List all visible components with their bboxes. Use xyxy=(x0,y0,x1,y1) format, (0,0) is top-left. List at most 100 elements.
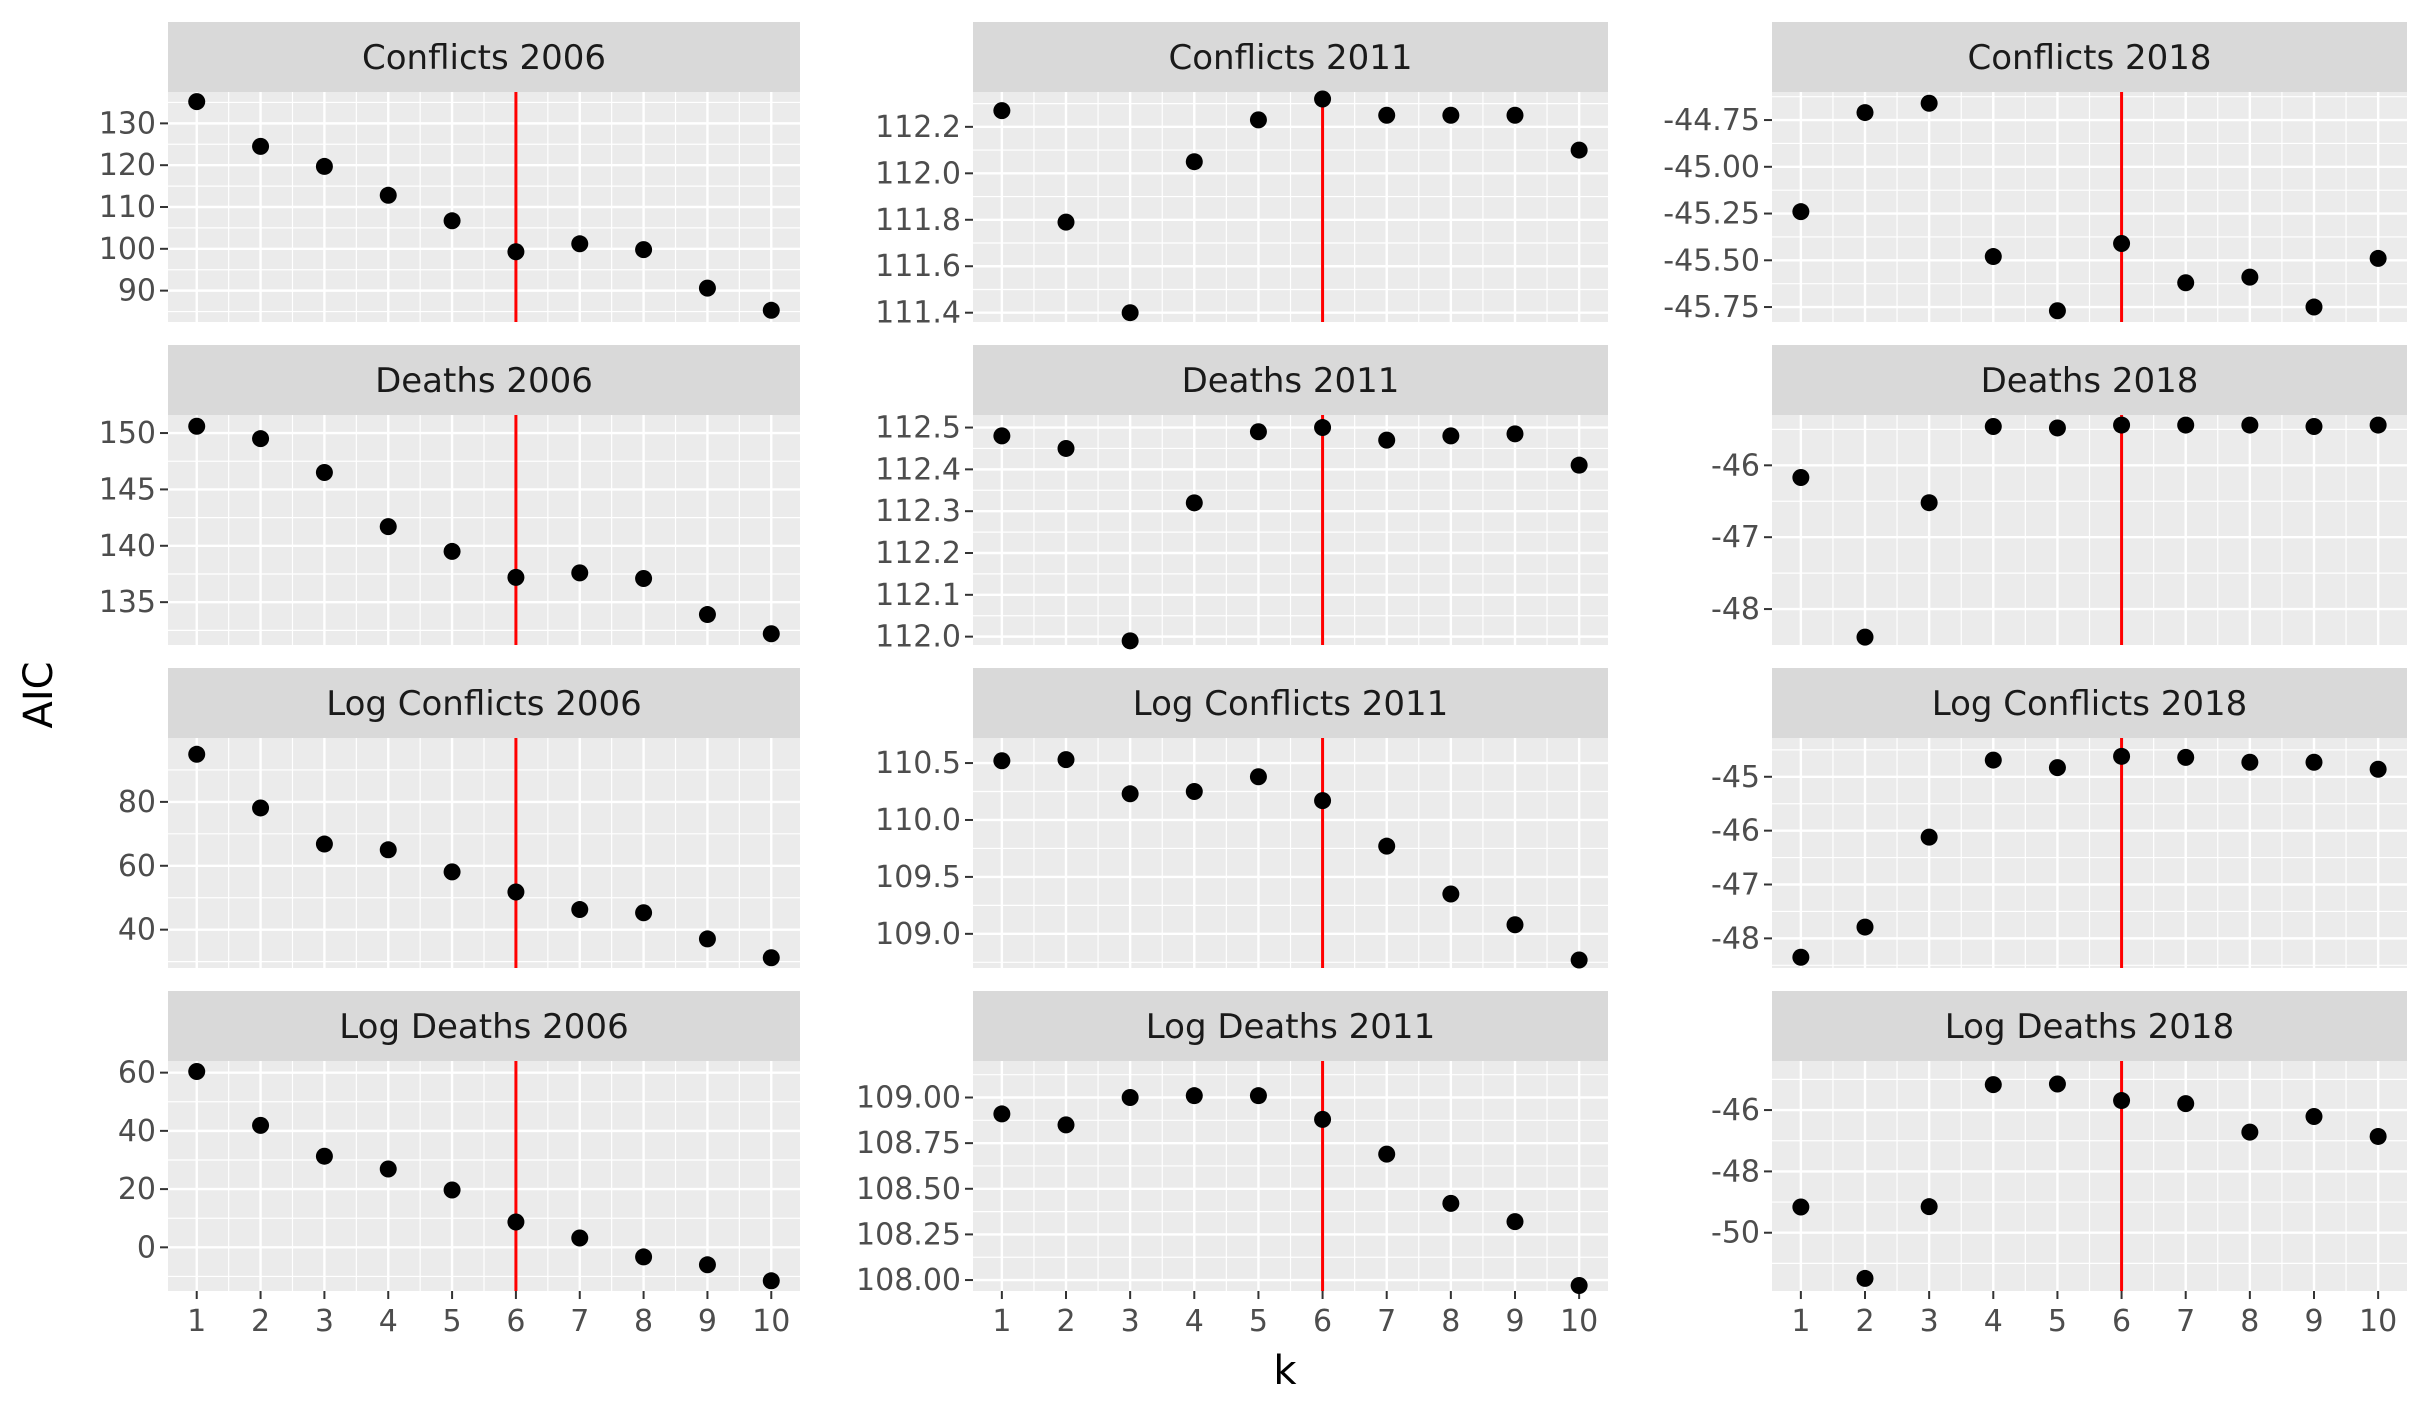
y-tick-label: 112.1 xyxy=(875,578,961,613)
data-point xyxy=(635,904,653,922)
facet-title: Deaths 2018 xyxy=(1981,361,2199,401)
facet-strip xyxy=(168,22,800,92)
data-point xyxy=(2241,1123,2259,1141)
data-point xyxy=(762,301,780,319)
facet-panel: Log Deaths 2006 0 20 40 60 1 2 3 4 5 6 7 8 9 10 xyxy=(118,991,800,1339)
data-point xyxy=(1185,153,1203,171)
facet-title: Log Deaths 2018 xyxy=(1945,1007,2234,1047)
data-point xyxy=(1378,1145,1396,1163)
facet-strip xyxy=(973,345,1608,415)
data-point xyxy=(1121,304,1139,322)
data-point xyxy=(443,212,461,230)
facet-panel: Conflicts 2006 90 100 110 120 130 xyxy=(99,22,800,322)
data-point xyxy=(1249,111,1267,129)
data-point xyxy=(1185,783,1203,801)
data-point xyxy=(1984,248,2002,266)
x-tick-label: 7 xyxy=(1377,1304,1396,1339)
facet-strip xyxy=(973,991,1608,1061)
data-point xyxy=(2305,753,2323,771)
y-tick-label: 110.5 xyxy=(875,746,961,781)
data-point xyxy=(315,464,333,481)
data-point xyxy=(1057,439,1075,457)
facet-strip xyxy=(1772,22,2407,92)
data-point xyxy=(1856,1269,1874,1287)
data-point xyxy=(1856,628,1874,646)
facet-strip xyxy=(1772,668,2407,738)
facet-panel: Log Conflicts 2011 109.0 109.5 110.0 110.5 xyxy=(875,668,1608,969)
y-tick-label: 60 xyxy=(118,849,156,884)
facet-title: Deaths 2006 xyxy=(375,361,593,401)
data-point xyxy=(379,1160,397,1178)
data-point xyxy=(1442,106,1460,124)
facet-panel: Conflicts 2018 -45.75 -45.50 -45.25 -45.00 -4… xyxy=(1663,22,2407,325)
data-point xyxy=(1121,785,1139,803)
data-point xyxy=(379,841,397,859)
data-point xyxy=(1378,106,1396,124)
data-point xyxy=(1856,104,1874,122)
y-tick-label: -46 xyxy=(1711,1093,1760,1128)
data-point xyxy=(315,835,333,853)
y-tick-label: 0 xyxy=(137,1230,156,1265)
x-tick-label: 6 xyxy=(506,1304,525,1339)
data-point xyxy=(2241,416,2259,434)
facet-title: Log Conflicts 2006 xyxy=(326,684,642,724)
x-tick-label: 9 xyxy=(2304,1304,2323,1339)
data-point xyxy=(2241,268,2259,286)
data-point xyxy=(698,930,716,948)
y-tick-label: 111.4 xyxy=(875,296,961,331)
data-point xyxy=(2177,274,2195,292)
data-point xyxy=(1442,885,1460,903)
x-tick-label: 5 xyxy=(2048,1304,2067,1339)
x-tick-label: 2 xyxy=(1855,1304,1874,1339)
data-point xyxy=(1984,418,2002,435)
data-point xyxy=(1984,751,2002,769)
data-point xyxy=(2369,416,2387,434)
data-point xyxy=(993,1105,1011,1123)
data-point xyxy=(315,157,333,175)
data-point xyxy=(1185,1087,1203,1105)
facet-panel: Conflicts 2011 111.4 111.6 111.8 112.0 112.2 xyxy=(875,22,1608,331)
data-point xyxy=(762,1272,780,1290)
y-tick-label: -45.25 xyxy=(1663,197,1760,232)
data-point xyxy=(1442,427,1460,445)
facet-title: Log Conflicts 2018 xyxy=(1932,684,2248,724)
data-point xyxy=(1570,951,1588,969)
y-tick-label: 108.50 xyxy=(856,1172,961,1207)
x-axis-title: k xyxy=(1273,1348,1297,1394)
facet-panel: Log Deaths 2011 108.00 108.25 108.50 108.75 1… xyxy=(856,991,1608,1339)
x-tick-label: 10 xyxy=(1560,1304,1598,1339)
x-tick-label: 3 xyxy=(1920,1304,1939,1339)
data-point xyxy=(993,752,1011,770)
y-tick-label: 111.6 xyxy=(875,249,961,284)
data-point xyxy=(1121,632,1139,650)
y-tick-label: 90 xyxy=(118,274,156,309)
data-point xyxy=(2305,1108,2323,1126)
data-point xyxy=(1249,1087,1267,1105)
data-point xyxy=(635,241,653,259)
data-point xyxy=(571,901,589,919)
y-tick-label: 40 xyxy=(118,913,156,948)
data-point xyxy=(188,1062,206,1080)
y-tick-label: 112.3 xyxy=(875,494,961,529)
data-point xyxy=(1506,916,1524,934)
data-point xyxy=(1920,494,1938,512)
data-point xyxy=(698,279,716,297)
x-tick-label: 1 xyxy=(992,1304,1011,1339)
data-point xyxy=(1792,948,1810,966)
facet-title: Deaths 2011 xyxy=(1182,361,1400,401)
data-point xyxy=(2113,1092,2131,1110)
data-point xyxy=(2177,748,2195,766)
x-tick-label: 7 xyxy=(2176,1304,2195,1339)
data-point xyxy=(252,137,270,155)
data-point xyxy=(507,568,525,586)
data-point xyxy=(1314,1110,1332,1128)
facet-title: Log Deaths 2011 xyxy=(1146,1007,1435,1047)
data-point xyxy=(188,417,206,435)
data-point xyxy=(571,1229,589,1247)
y-tick-label: 109.0 xyxy=(875,917,961,952)
data-point xyxy=(1570,456,1588,474)
y-tick-label: 140 xyxy=(99,529,156,564)
facet-panel: Log Conflicts 2006 40 60 80 xyxy=(118,668,800,968)
y-tick-label: -45.50 xyxy=(1663,243,1760,278)
